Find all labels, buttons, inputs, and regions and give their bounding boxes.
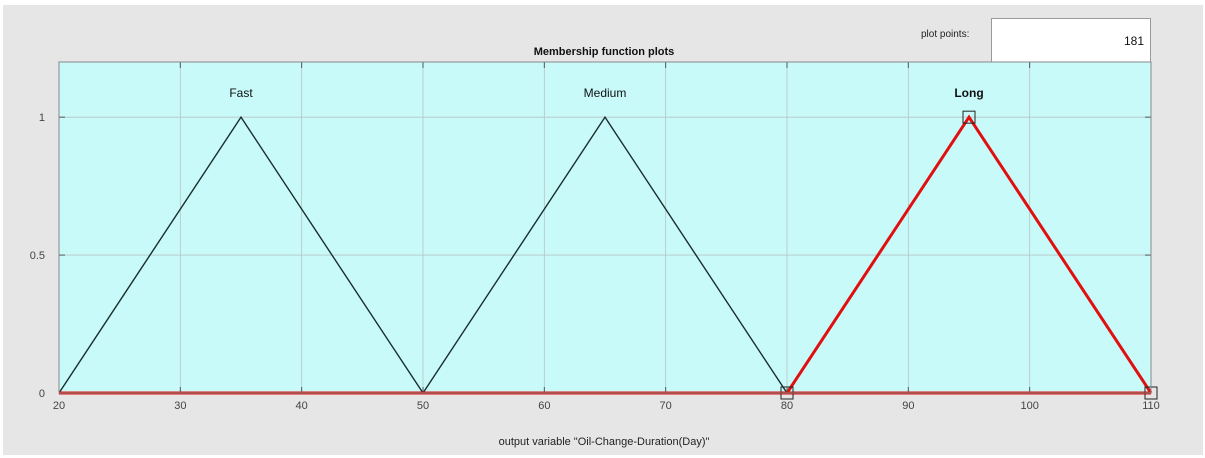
y-tick-label: 0.5 (30, 250, 45, 262)
x-tick-label: 110 (1142, 400, 1160, 412)
label-layer: 20 30 40 50 60 70 80 90 100 110 0 0.5 1 Fast Medium Lon… (30, 61, 1160, 412)
x-tick-label: 90 (902, 400, 914, 412)
plot-points-label: plot points: (921, 29, 970, 40)
y-tick-label: 1 (39, 112, 45, 124)
mf-label-medium[interactable]: Medium (584, 86, 627, 100)
vertex-handle[interactable] (962, 110, 976, 124)
plot-area (59, 62, 1151, 393)
mf-label-long[interactable]: Long (954, 86, 983, 100)
mf-line-fast[interactable] (58, 115, 424, 394)
mf-line-long[interactable] (785, 114, 1153, 394)
x-tick-label: 50 (417, 400, 429, 412)
plot-background (59, 62, 1151, 393)
x-tick-label: 20 (53, 400, 65, 412)
x-tick-label: 40 (296, 400, 308, 412)
y-tick-label: 0 (39, 388, 45, 400)
x-tick-label: 100 (1020, 400, 1038, 412)
chart-title: Membership function plots (534, 46, 675, 58)
plot-points-input[interactable]: 181 (991, 18, 1151, 64)
plot-frame (58, 61, 1152, 394)
x-tick-label: 30 (174, 400, 186, 412)
x-tick-label: 80 (781, 400, 793, 412)
mf-line-medium[interactable] (422, 115, 788, 394)
x-tick-label: 60 (538, 400, 550, 412)
x-axis-label: output variable "Oil-Change-Duration(Day… (499, 436, 710, 448)
mf-label-fast[interactable]: Fast (229, 86, 253, 100)
x-tick-label: 70 (660, 400, 672, 412)
